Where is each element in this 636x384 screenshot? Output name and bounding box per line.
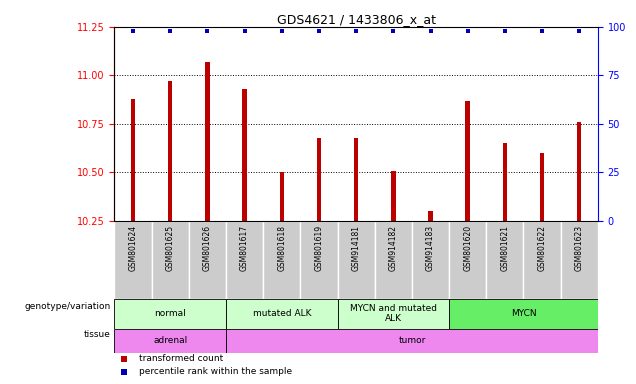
Text: GSM914181: GSM914181 [352,225,361,271]
Text: MYCN: MYCN [511,309,536,318]
Bar [449,299,598,329]
Text: GSM801620: GSM801620 [463,225,472,271]
Text: GSM801617: GSM801617 [240,225,249,271]
Bar [412,221,449,299]
Bar [280,172,284,221]
Bar [523,221,561,299]
Bar [205,62,210,221]
Text: transformed count: transformed count [139,354,223,363]
Bar [375,221,412,299]
Bar [577,122,581,221]
Text: normal: normal [155,309,186,318]
Bar [226,329,598,353]
Title: GDS4621 / 1433806_x_at: GDS4621 / 1433806_x_at [277,13,436,26]
Bar [114,221,151,299]
Text: GSM801618: GSM801618 [277,225,286,271]
Text: adrenal: adrenal [153,336,188,345]
Bar [242,89,247,221]
Bar [502,143,507,221]
Text: GSM801621: GSM801621 [501,225,509,271]
Bar [487,221,523,299]
Bar [466,101,470,221]
Text: tissue: tissue [84,330,111,339]
Bar [449,221,487,299]
Bar [540,153,544,221]
Text: GSM801625: GSM801625 [166,225,175,271]
Text: tumor: tumor [398,336,425,345]
Bar [391,170,396,221]
Text: MYCN and mutated
ALK: MYCN and mutated ALK [350,304,437,323]
Text: GSM914182: GSM914182 [389,225,398,271]
Bar [338,221,375,299]
Bar [114,329,226,353]
Bar [338,299,449,329]
Text: mutated ALK: mutated ALK [252,309,311,318]
Text: GSM801619: GSM801619 [314,225,324,271]
Bar [151,221,189,299]
Text: GSM914183: GSM914183 [426,225,435,271]
Bar [428,211,432,221]
Bar [263,221,300,299]
Bar [561,221,598,299]
Text: genotype/variation: genotype/variation [25,302,111,311]
Text: percentile rank within the sample: percentile rank within the sample [139,367,292,376]
Bar [114,299,226,329]
Bar [131,99,135,221]
Bar [300,221,338,299]
Bar [226,221,263,299]
Text: GSM801626: GSM801626 [203,225,212,271]
Text: GSM801624: GSM801624 [128,225,137,271]
Text: GSM801623: GSM801623 [575,225,584,271]
Bar [226,299,338,329]
Bar [168,81,172,221]
Bar [354,137,359,221]
Text: GSM801622: GSM801622 [537,225,546,271]
Bar [189,221,226,299]
Bar [317,137,321,221]
